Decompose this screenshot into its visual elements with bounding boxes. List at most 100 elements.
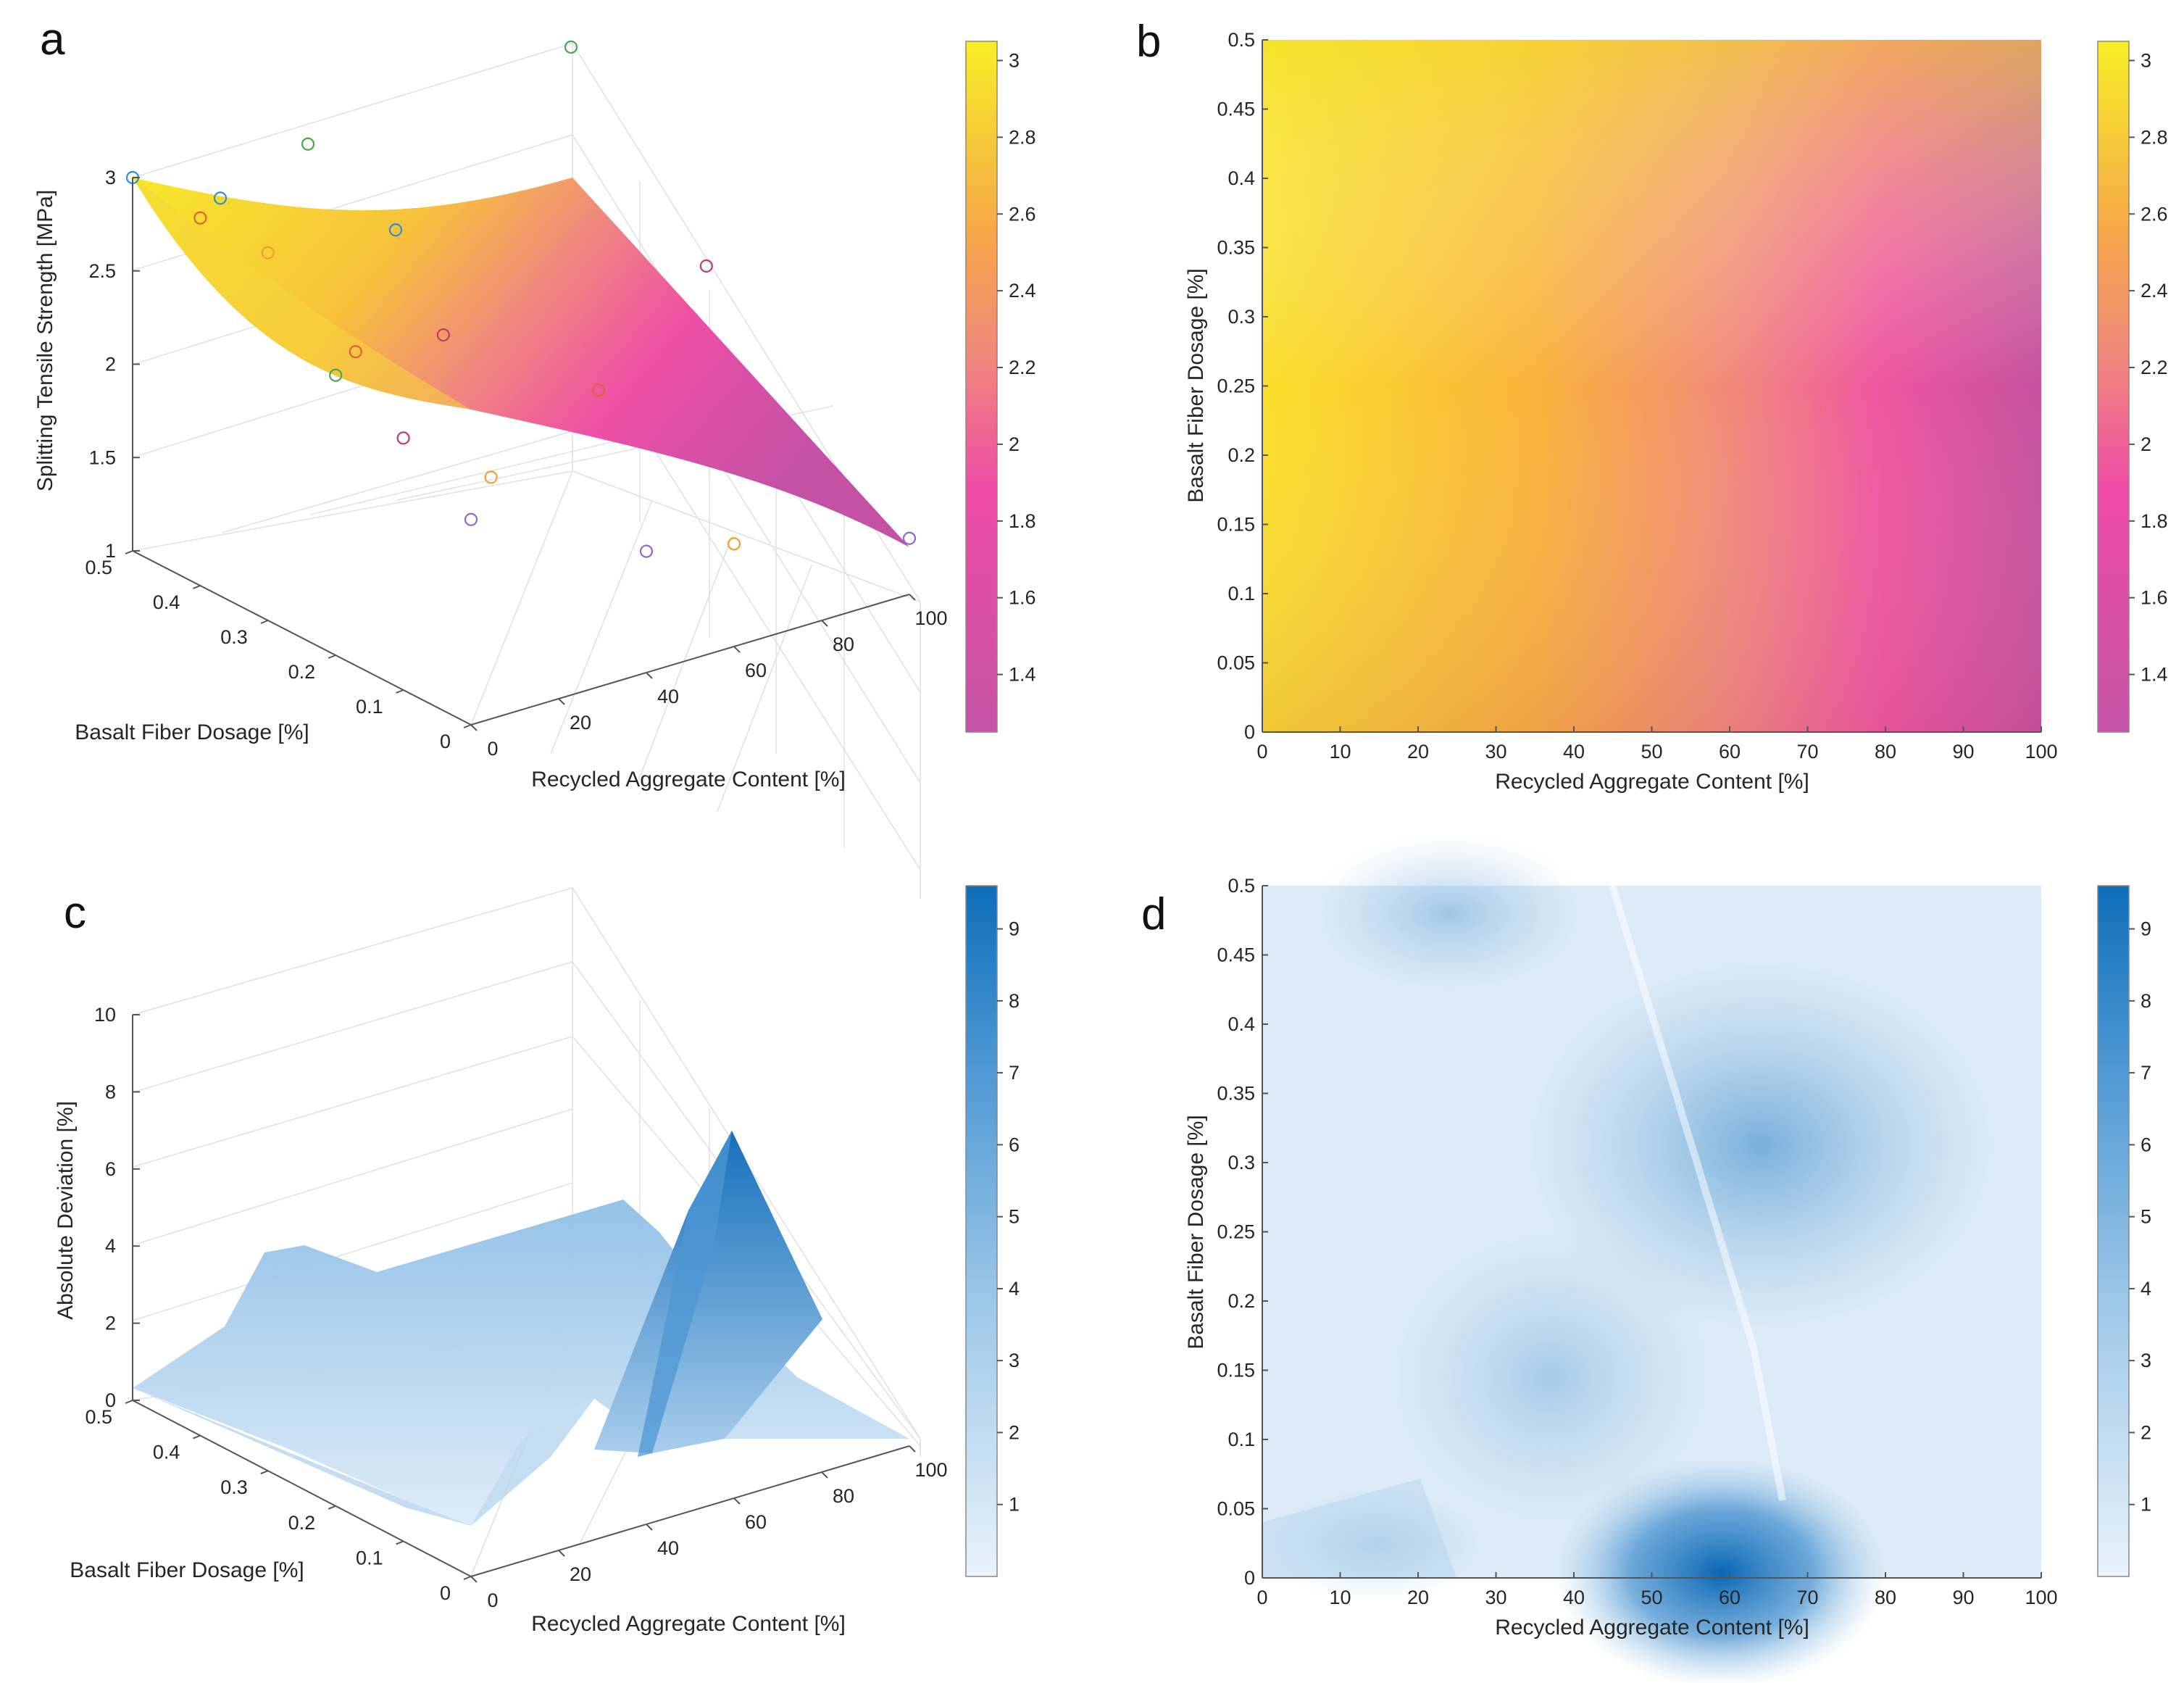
panel-a-xtick-label: 60 bbox=[745, 660, 767, 681]
panel-a-ytick-label: 0.2 bbox=[288, 661, 316, 683]
panel-d-colorbar-tick-label: 8 bbox=[2141, 990, 2151, 1012]
panel-d-ridge bbox=[1609, 884, 1786, 1501]
panel-c-xtick-label: 100 bbox=[914, 1459, 947, 1481]
panel-a-xtick-mark bbox=[470, 724, 478, 731]
panel-a-xtick-label: 40 bbox=[657, 686, 679, 707]
panel-c-ztick-label: 10 bbox=[94, 1004, 116, 1026]
panel-c-surface bbox=[133, 1200, 909, 1526]
panel-b-xtick-label: 10 bbox=[1329, 741, 1351, 762]
panel-a-data-point bbox=[484, 470, 498, 484]
panel-d-ytick-label: 0.4 bbox=[1228, 1013, 1255, 1035]
panel-c-colorbar-tick-label: 8 bbox=[1009, 990, 1020, 1012]
panel-c-zlabel: Absolute Deviation [%] bbox=[54, 1101, 78, 1320]
panel-a-ytick-mark bbox=[463, 724, 472, 728]
panel-c-xtick-label: 20 bbox=[570, 1563, 591, 1585]
panel-a-xtick-label: 80 bbox=[833, 633, 854, 655]
panel-d-ytick-label: 0.45 bbox=[1217, 944, 1255, 966]
panel-d-xtick-label: 20 bbox=[1407, 1587, 1429, 1608]
panel-d-colorbar-tick-label: 5 bbox=[2141, 1206, 2151, 1228]
panel-c-peak-face bbox=[638, 1131, 732, 1457]
panel-a-colorbar-ticks: 1.4 1.6 1.8 2 2.2 2.4 2.6 2.8 3 bbox=[997, 49, 1036, 686]
panel-d-xtick-label: 70 bbox=[1796, 1587, 1818, 1608]
panel-c-xtick-label: 80 bbox=[833, 1485, 854, 1507]
panel-b-colorbar-tick-label: 2.8 bbox=[2141, 126, 2168, 148]
panel-a-ytick-label: 0.3 bbox=[220, 626, 248, 648]
panel-d-xtick-label: 50 bbox=[1641, 1587, 1662, 1608]
panel-b-xlabel: Recycled Aggregate Content [%] bbox=[1495, 770, 1809, 794]
panel-b-xtick-label: 80 bbox=[1875, 741, 1896, 762]
panel-a-ztick-label: 2 bbox=[105, 354, 116, 375]
panel-a-data-point bbox=[349, 345, 362, 359]
panel-b-ytick-label: 0.05 bbox=[1217, 652, 1255, 674]
panel-c-xtick-mark bbox=[470, 1576, 478, 1583]
panel-a-data-point bbox=[301, 137, 315, 151]
panel-c-xtick-mark bbox=[821, 1471, 828, 1479]
panel-d-ylabel: Basalt Fiber Dosage [%] bbox=[1184, 1115, 1208, 1349]
panel-c-xtick-mark bbox=[646, 1524, 653, 1531]
panel-a-ytick-mark bbox=[193, 585, 201, 589]
panel-b-xtick-label: 30 bbox=[1485, 741, 1506, 762]
panel-label-a: a bbox=[40, 14, 65, 65]
panel-a-zlabel: Splitting Tensile Strength [MPa] bbox=[33, 190, 57, 491]
panel-a-xtick-mark bbox=[733, 646, 741, 653]
panel-a-data-point bbox=[396, 431, 410, 445]
panel-b-xtick-label: 100 bbox=[2025, 741, 2057, 762]
panel-d-ytick-label: 0.1 bbox=[1228, 1429, 1255, 1450]
panel-b-ytick-label: 0.2 bbox=[1228, 444, 1255, 466]
panel-b-colorbar-tick-label: 2.6 bbox=[2141, 203, 2168, 225]
panel-a-data-point bbox=[213, 191, 228, 205]
panel-d-patch bbox=[1262, 1479, 1456, 1578]
panel-a: a bbox=[33, 14, 1036, 899]
panel-b-xtick-label: 50 bbox=[1641, 741, 1662, 762]
panel-a-ytick-mark bbox=[125, 550, 133, 554]
panel-b-xtick-label: 60 bbox=[1719, 741, 1741, 762]
panel-d: d 0 10 20 30 40 50 60 70 80 90 10000.050.10.150.20… bbox=[1141, 834, 2151, 1683]
panel-a-colorbar-tick-label: 2.6 bbox=[1009, 203, 1036, 225]
panel-c-colorbar-tick-label: 5 bbox=[1009, 1206, 1020, 1228]
panel-a-ytick-mark bbox=[260, 620, 269, 624]
panel-d-blob-upper-right bbox=[1522, 957, 2000, 1334]
panel-c-ztick-label: 0 bbox=[105, 1389, 116, 1411]
panel-c-colorbar-tick-label: 9 bbox=[1009, 918, 1020, 940]
panel-a-xtick-mark bbox=[909, 594, 916, 601]
panel-c-colorbar-tick-label: 3 bbox=[1009, 1350, 1020, 1371]
panel-a-colorbar-tick-label: 1.6 bbox=[1009, 587, 1036, 609]
panel-b-xtick-label: 20 bbox=[1407, 741, 1429, 762]
panel-b: b 0 10 20 30 40 50 60 70 80 90 10000.050.10.150.20… bbox=[1136, 17, 2168, 794]
panel-a-colorbar-tick-label: 2.2 bbox=[1009, 357, 1036, 378]
panel-b-ytick-label: 0.45 bbox=[1217, 99, 1255, 120]
panel-a-colorbar bbox=[965, 41, 998, 733]
panel-c-colorbar bbox=[965, 885, 998, 1577]
panel-d-xtick-label: 90 bbox=[1952, 1587, 1974, 1608]
panel-c-ylabel: Basalt Fiber Dosage [%] bbox=[70, 1558, 304, 1582]
panel-a-ytick-label: 0.5 bbox=[85, 557, 112, 578]
panel-b-ytick-label: 0.4 bbox=[1228, 167, 1255, 189]
panel-a-xtick-label: 100 bbox=[914, 607, 947, 629]
panel-c-ztick-label: 4 bbox=[105, 1235, 116, 1257]
panel-a-data-point bbox=[564, 40, 578, 54]
panel-a-data-point bbox=[699, 259, 713, 273]
panel-d-xtick-label: 40 bbox=[1563, 1587, 1585, 1608]
panel-c-colorbar-tick-label: 7 bbox=[1009, 1062, 1020, 1084]
panel-b-colorbar bbox=[2097, 41, 2130, 733]
panel-a-colorbar-tick-label: 1.8 bbox=[1009, 510, 1036, 532]
panel-a-ytick-label: 0.4 bbox=[153, 591, 180, 613]
panel-c-xtick-label: 60 bbox=[745, 1511, 767, 1533]
panel-b-ylabel: Basalt Fiber Dosage [%] bbox=[1184, 268, 1208, 502]
panel-b-xtick-label: 90 bbox=[1952, 741, 1974, 762]
panel-d-colorbar bbox=[2097, 885, 2130, 1577]
panel-d-ytick-label: 0.25 bbox=[1217, 1221, 1255, 1243]
panel-c-colorbar-tick-label: 6 bbox=[1009, 1134, 1020, 1155]
panel-d-ytick-label: 0.2 bbox=[1228, 1290, 1255, 1312]
panel-d-ytick-label: 0.15 bbox=[1217, 1360, 1255, 1381]
panel-a-ticks: 1 1.5 2 2.5 3 0 0.1 0.2 0.3 0.4 0.5 0 20 40 60 80 100 bbox=[85, 167, 947, 760]
panel-c-colorbar-ticks: 1 2 3 4 5 6 7 8 9 bbox=[997, 918, 1020, 1516]
panel-a-surface bbox=[133, 178, 909, 547]
panel-b-ytick-label: 0.15 bbox=[1217, 514, 1255, 536]
panel-d-ytick-label: 0.05 bbox=[1217, 1498, 1255, 1520]
panel-d-xtick-label: 30 bbox=[1485, 1587, 1506, 1608]
panel-a-ylabel: Basalt Fiber Dosage [%] bbox=[75, 720, 309, 744]
